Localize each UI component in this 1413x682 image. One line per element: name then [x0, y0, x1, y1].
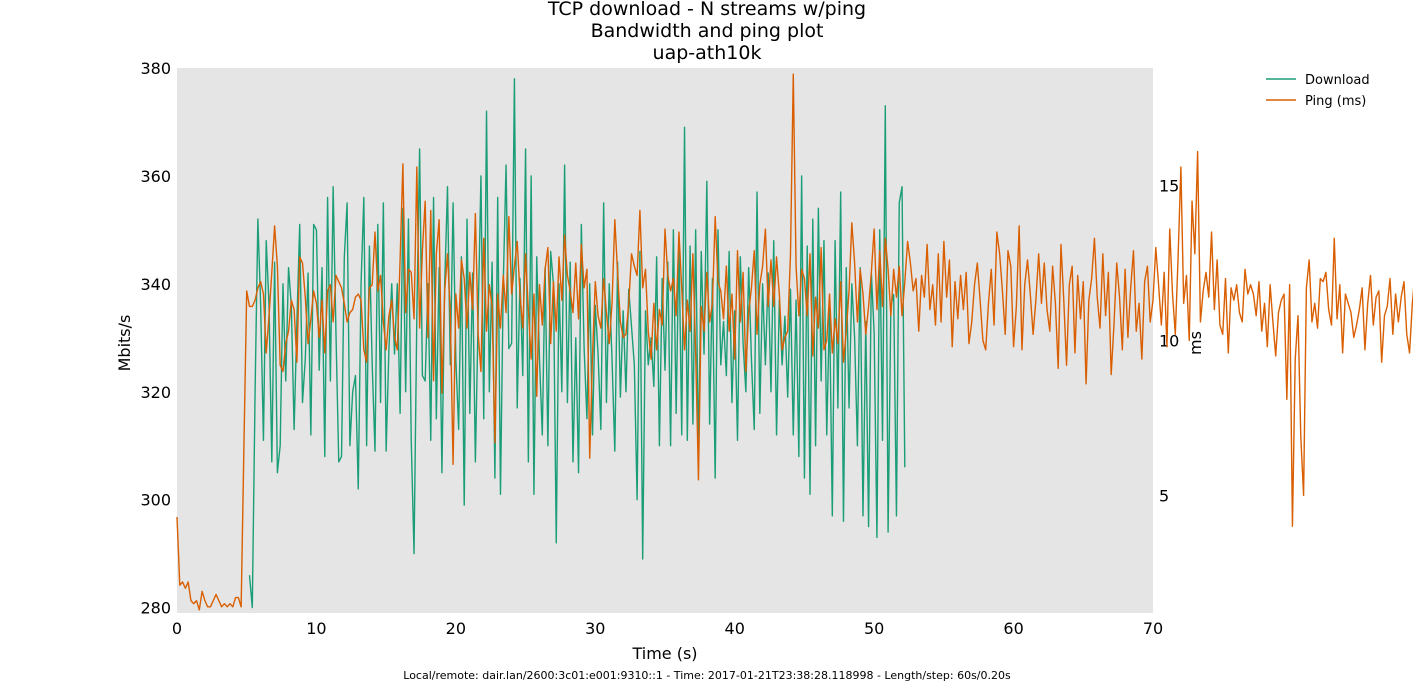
x-tick-label: 30 [585, 619, 605, 638]
y-left-axis-ticks: 280 300 320 340 360 380 [140, 59, 171, 618]
x-tick-label: 60 [1003, 619, 1023, 638]
x-axis-label: Time (s) [631, 644, 697, 663]
y-right-axis-ticks: 5 10 15 [1159, 177, 1179, 506]
legend: Download Ping (ms) [1266, 73, 1370, 109]
chart-title-line-3: uap-ath10k [653, 42, 762, 64]
chart-title-line-2: Bandwidth and ping plot [591, 20, 824, 42]
series-line-download [248, 78, 906, 609]
y-right-axis-label: ms [1186, 331, 1205, 355]
footer-metadata: Local/remote: dair.lan/2600:3c01:e001:93… [403, 669, 1011, 682]
y-right-tick-label: 5 [1159, 486, 1169, 505]
series-layer [176, 73, 1413, 611]
x-tick-label: 0 [172, 619, 182, 638]
legend-label-ping: Ping (ms) [1305, 94, 1366, 109]
y-left-tick-label: 380 [140, 59, 171, 78]
x-tick-label: 20 [446, 619, 466, 638]
y-left-tick-label: 340 [140, 275, 171, 294]
x-tick-label: 10 [306, 619, 326, 638]
y-left-axis-label: Mbits/s [115, 315, 134, 372]
plot-area [177, 68, 1153, 613]
chart-title-line-1: TCP download - N streams w/ping [547, 0, 866, 20]
legend-label-download: Download [1305, 73, 1370, 88]
y-left-tick-label: 360 [140, 167, 171, 186]
x-tick-label: 70 [1143, 619, 1163, 638]
y-right-tick-label: 15 [1159, 177, 1179, 196]
series-line-ping [176, 73, 1413, 611]
y-left-tick-label: 320 [140, 383, 171, 402]
chart-title: TCP download - N streams w/ping Bandwidt… [547, 0, 866, 64]
y-right-tick-label: 10 [1159, 332, 1179, 351]
x-tick-label: 50 [864, 619, 884, 638]
y-left-tick-label: 300 [140, 491, 171, 510]
y-left-tick-label: 280 [140, 599, 171, 618]
x-tick-label: 40 [725, 619, 745, 638]
x-axis-ticks: 0 10 20 30 40 50 60 70 [172, 619, 1163, 638]
